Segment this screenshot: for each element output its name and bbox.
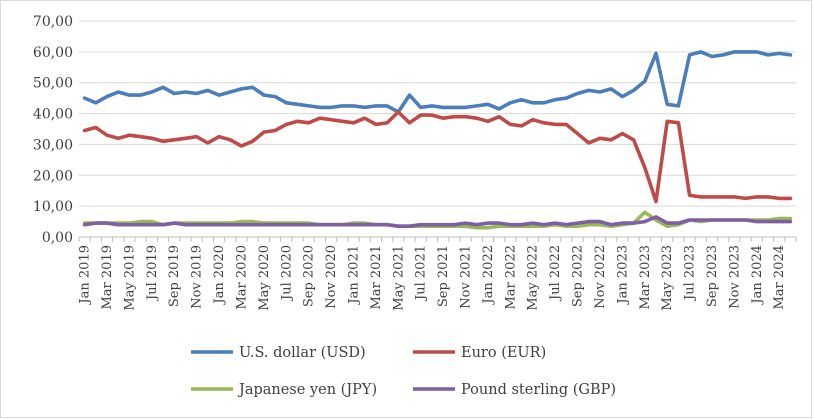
x-tick-label: May 2023 bbox=[660, 245, 675, 311]
x-tick-label: Jul 2023 bbox=[683, 245, 698, 302]
x-tick-label: Mar 2024 bbox=[772, 245, 787, 310]
gridlines bbox=[79, 20, 796, 238]
x-tick-label: Sep 2019 bbox=[167, 245, 182, 307]
y-tick-label: 50,00 bbox=[33, 76, 73, 92]
x-tick-label: Sep 2020 bbox=[302, 245, 317, 307]
x-tick-label: Nov 2020 bbox=[324, 245, 339, 309]
x-tick-label: Jan 2024 bbox=[750, 245, 765, 306]
x-tick-label: May 2019 bbox=[122, 245, 137, 311]
y-tick-label: 40,00 bbox=[33, 107, 73, 123]
x-tick-label: May 2021 bbox=[391, 245, 406, 311]
x-tick-label: Jan 2020 bbox=[212, 245, 227, 306]
y-tick-label: 60,00 bbox=[33, 45, 73, 61]
legend: U.S. dollar (USD) Euro (EUR) Japanese yen … bbox=[191, 345, 616, 398]
legend-label: Pound sterling (GBP) bbox=[461, 382, 616, 398]
x-tick-label: Mar 2022 bbox=[503, 245, 518, 310]
y-axis-tick-labels: 0,00 10,00 20,00 30,00 40,00 50,00 60,00 70,00 bbox=[33, 14, 73, 246]
x-tick-label: Sep 2021 bbox=[436, 245, 451, 307]
x-tick-label: Mar 2021 bbox=[369, 245, 384, 310]
x-tick-label: Jan 2021 bbox=[346, 245, 361, 306]
x-tick-label: Jul 2020 bbox=[279, 245, 294, 302]
x-tick-label: May 2022 bbox=[526, 245, 541, 311]
x-tick-label: Mar 2019 bbox=[100, 245, 115, 310]
series-line bbox=[82, 110, 793, 204]
x-tick-label: Nov 2021 bbox=[459, 245, 474, 309]
x-tick-label: Jul 2019 bbox=[145, 245, 160, 302]
y-tick-label: 20,00 bbox=[33, 168, 73, 184]
legend-label: U.S. dollar (USD) bbox=[239, 345, 366, 361]
x-tick-label: Sep 2022 bbox=[571, 245, 586, 307]
x-tick-label: Mar 2020 bbox=[234, 245, 249, 310]
x-tick-label: May 2020 bbox=[257, 245, 272, 311]
y-tick-label: 0,00 bbox=[42, 230, 73, 246]
x-tick-label: Jan 2019 bbox=[78, 245, 93, 306]
x-tick-label: Sep 2023 bbox=[705, 245, 720, 307]
x-tick-label: Nov 2022 bbox=[593, 245, 608, 309]
series-lines bbox=[82, 50, 793, 230]
legend-label: Japanese yen (JPY) bbox=[237, 382, 377, 398]
x-tick-label: Jul 2022 bbox=[548, 245, 563, 302]
y-tick-label: 70,00 bbox=[33, 14, 73, 30]
x-axis bbox=[78, 237, 797, 242]
legend-label: Euro (EUR) bbox=[461, 345, 546, 361]
x-tick-label: Jul 2021 bbox=[414, 245, 429, 302]
x-tick-label: Jan 2023 bbox=[615, 245, 630, 306]
y-tick-label: 30,00 bbox=[33, 137, 73, 153]
y-tick-label: 10,00 bbox=[33, 199, 73, 215]
x-tick-label: Nov 2023 bbox=[727, 245, 742, 309]
series-line bbox=[82, 50, 793, 114]
x-tick-label: Jan 2022 bbox=[481, 245, 496, 306]
series-line bbox=[82, 215, 793, 228]
x-axis-tick-labels: Jan 2019 Mar 2019 May 2019 Jul 2019 Sep 2019… bbox=[78, 245, 788, 311]
x-tick-label: Nov 2019 bbox=[190, 245, 205, 309]
x-tick-label: Mar 2023 bbox=[638, 245, 653, 310]
